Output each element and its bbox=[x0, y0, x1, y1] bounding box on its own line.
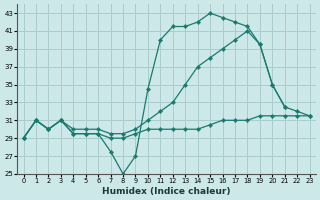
X-axis label: Humidex (Indice chaleur): Humidex (Indice chaleur) bbox=[102, 187, 231, 196]
